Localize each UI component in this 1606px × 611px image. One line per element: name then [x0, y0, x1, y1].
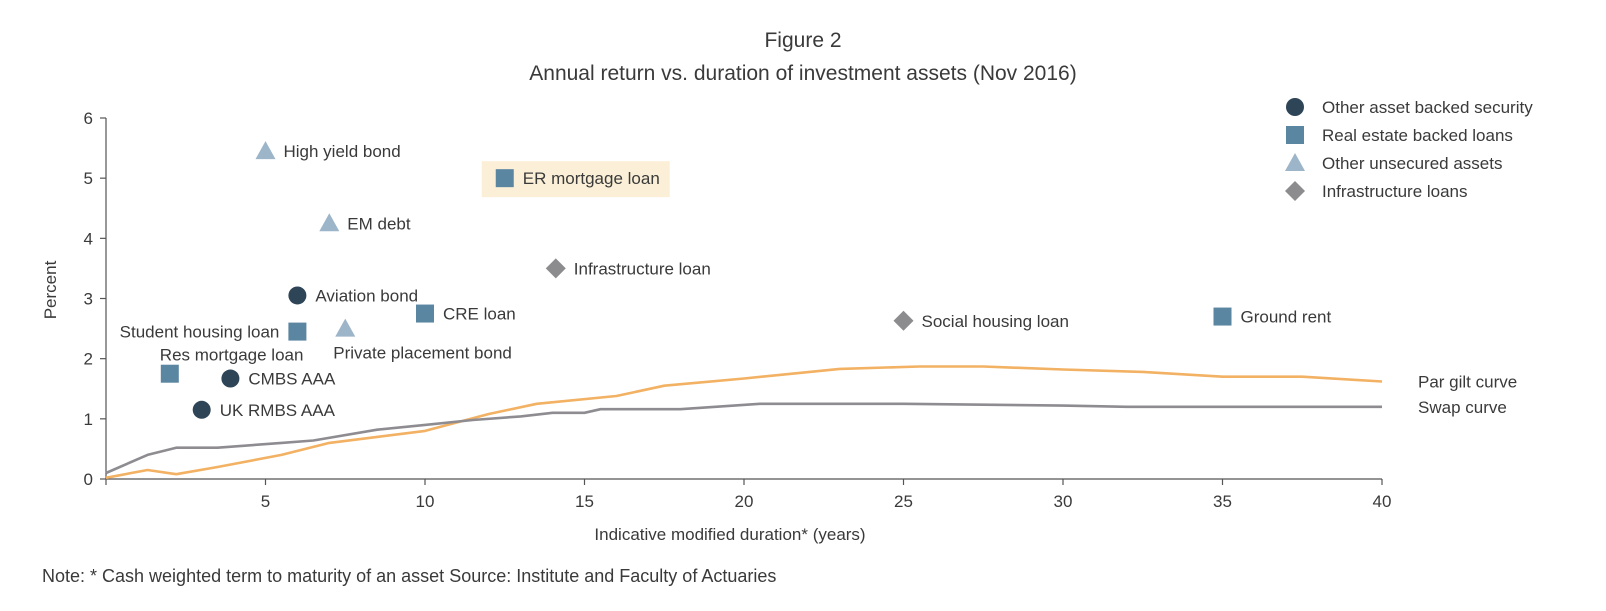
par-gilt-curve-label: Par gilt curve: [1418, 373, 1517, 392]
x-tick-label: 15: [575, 492, 594, 511]
swap-curve-line: [105, 402, 1382, 475]
y-tick-label: 6: [84, 109, 93, 128]
ground-rent-label: Ground rent: [1241, 308, 1332, 327]
legend-other-unsecured-assets-label: Other unsecured assets: [1322, 154, 1502, 173]
uk-rmbs-aaa-label: UK RMBS AAA: [220, 401, 336, 420]
legend-infrastructure-loans-marker: [1285, 181, 1305, 201]
er-mortgage-loan-label: ER mortgage loan: [523, 169, 660, 188]
cmbs-aaa-label: CMBS AAA: [248, 370, 336, 389]
legend-other-asset-backed-security-label: Other asset backed security: [1322, 98, 1533, 117]
res-mortgage-loan-label: Res mortgage loan: [160, 346, 304, 365]
legend-infrastructure-loans-label: Infrastructure loans: [1322, 182, 1468, 201]
x-tick-label: 35: [1213, 492, 1232, 511]
cre-loan-label: CRE loan: [443, 305, 516, 324]
er-mortgage-loan-marker: [495, 169, 514, 188]
infrastructure-loan-marker: [545, 258, 566, 279]
ground-rent-marker: [1213, 307, 1232, 326]
par-gilt-curve-line: [105, 365, 1383, 480]
aviation-bond-marker: [288, 286, 307, 305]
x-tick-label: 30: [1054, 492, 1073, 511]
legend-real-estate-backed-loans-marker: [1286, 126, 1304, 144]
high-yield-bond-marker: [255, 141, 276, 160]
student-housing-loan-label: Student housing loan: [120, 323, 280, 342]
social-housing-loan-marker: [893, 310, 914, 331]
swap-curve-label: Swap curve: [1418, 398, 1507, 417]
cre-loan-marker: [416, 304, 434, 323]
legend-other-unsecured-assets-marker: [1285, 153, 1305, 171]
y-tick-label: 4: [84, 229, 93, 248]
legend-real-estate-backed-loans-label: Real estate backed loans: [1322, 126, 1513, 145]
y-axis-label: Percent: [41, 260, 60, 319]
x-tick-label: 10: [416, 492, 435, 511]
legend: Other asset backed security Real estate b…: [1285, 98, 1533, 201]
uk-rmbs-aaa-marker: [192, 400, 211, 419]
legend-other-asset-backed-security-marker: [1286, 98, 1304, 116]
y-tick-label: 1: [84, 410, 93, 429]
social-housing-loan-label: Social housing loan: [922, 312, 1069, 331]
private-placement-bond-label: Private placement bond: [333, 344, 512, 363]
student-housing-loan-marker: [288, 322, 307, 341]
chart-title: Figure 2: [764, 29, 841, 52]
curves: Par gilt curve Swap curve: [105, 365, 1517, 480]
chart-subtitle: Annual return vs. duration of investment…: [529, 62, 1076, 85]
cmbs-aaa-marker: [221, 369, 240, 388]
x-tick-label: 20: [735, 492, 754, 511]
aviation-bond-label: Aviation bond: [315, 286, 418, 305]
data-points: High yield bond ER mortgage loan EM debt In…: [120, 141, 1332, 420]
axes: 0 1 2 3 4 5 6 5 10 15 20 25 30 35 40: [84, 109, 1392, 511]
x-tick-label: 40: [1373, 492, 1392, 511]
em-debt-marker: [319, 213, 340, 232]
y-tick-label: 2: [84, 350, 93, 369]
x-tick-label: 25: [894, 492, 913, 511]
private-placement-bond-marker: [335, 318, 356, 337]
em-debt-label: EM debt: [347, 214, 411, 233]
y-tick-label: 3: [84, 290, 93, 309]
footnote: Note: * Cash weighted term to maturity o…: [42, 566, 776, 586]
high-yield-bond-label: High yield bond: [284, 142, 401, 161]
x-tick-label: 5: [261, 492, 270, 511]
res-mortgage-loan-marker: [160, 364, 179, 383]
y-tick-label: 5: [84, 169, 93, 188]
y-tick-label: 0: [84, 470, 93, 489]
x-axis-label: Indicative modified duration* (years): [594, 525, 865, 544]
infrastructure-loan-label: Infrastructure loan: [574, 259, 711, 278]
